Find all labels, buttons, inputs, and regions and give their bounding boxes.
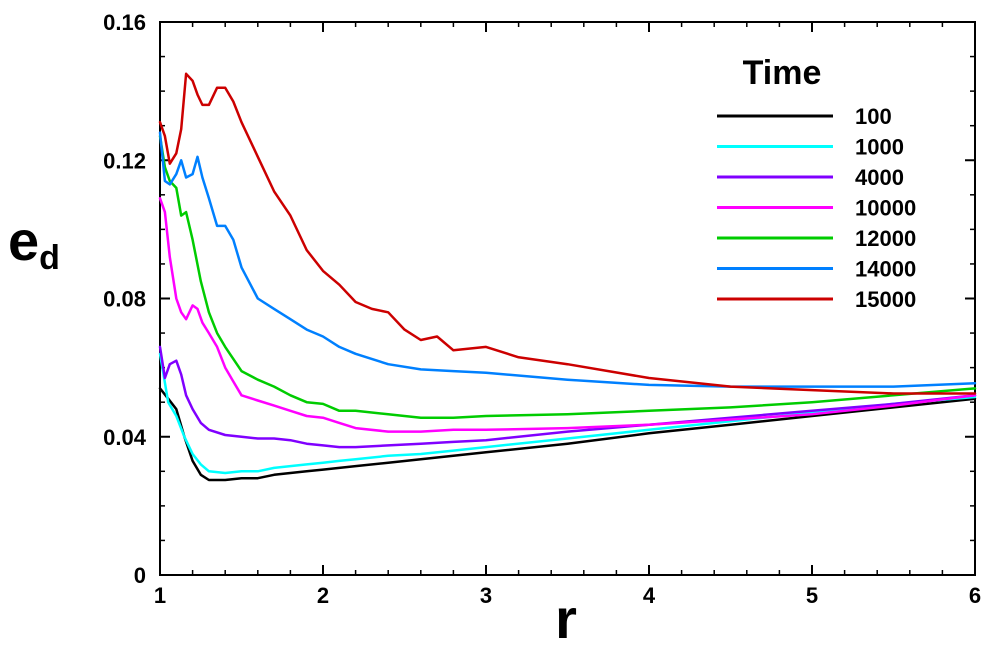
legend-label: 100: [855, 104, 892, 129]
x-tick-label: 2: [317, 583, 329, 608]
y-tick-label: 0.08: [103, 287, 146, 312]
x-tick-label: 3: [480, 583, 492, 608]
series-line-1000: [158, 352, 977, 475]
x-tick-label: 4: [643, 583, 656, 608]
legend-title: Time: [743, 54, 822, 92]
series-line-100: [158, 387, 977, 482]
y-axis-label: ed: [8, 209, 60, 277]
y-axis-label-main: e: [8, 209, 39, 272]
y-tick-label: 0.04: [103, 425, 147, 450]
y-tick-label: 0.16: [103, 10, 146, 35]
data-series: [158, 72, 977, 482]
x-tick-label: 1: [154, 583, 166, 608]
legend-label: 12000: [855, 226, 916, 251]
y-axis-label-subscript: d: [39, 239, 60, 277]
axis-ticks: 1 2 3 4 5 6 0 0.04 0.08 0.12 0.16: [103, 10, 981, 608]
series-line-14000: [158, 131, 977, 388]
legend-label: 15000: [855, 287, 916, 312]
y-tick-label: 0: [134, 563, 146, 588]
x-tick-label: 5: [806, 583, 818, 608]
legend-label: 14000: [855, 257, 916, 282]
x-axis-label: r: [555, 587, 577, 646]
series-line-10000: [158, 197, 977, 433]
axis-labels: r ed: [8, 209, 577, 646]
legend: Time 100 1000 4000 10000 12000 14000 15000: [717, 54, 916, 312]
legend-label: 1000: [855, 135, 904, 160]
series-line-15000: [158, 72, 977, 395]
legend-label: 4000: [855, 165, 904, 190]
y-tick-label: 0.12: [103, 148, 146, 173]
x-tick-label: 6: [969, 583, 981, 608]
series-line-12000: [158, 134, 977, 419]
legend-label: 10000: [855, 196, 916, 221]
series-line-4000: [158, 345, 977, 449]
